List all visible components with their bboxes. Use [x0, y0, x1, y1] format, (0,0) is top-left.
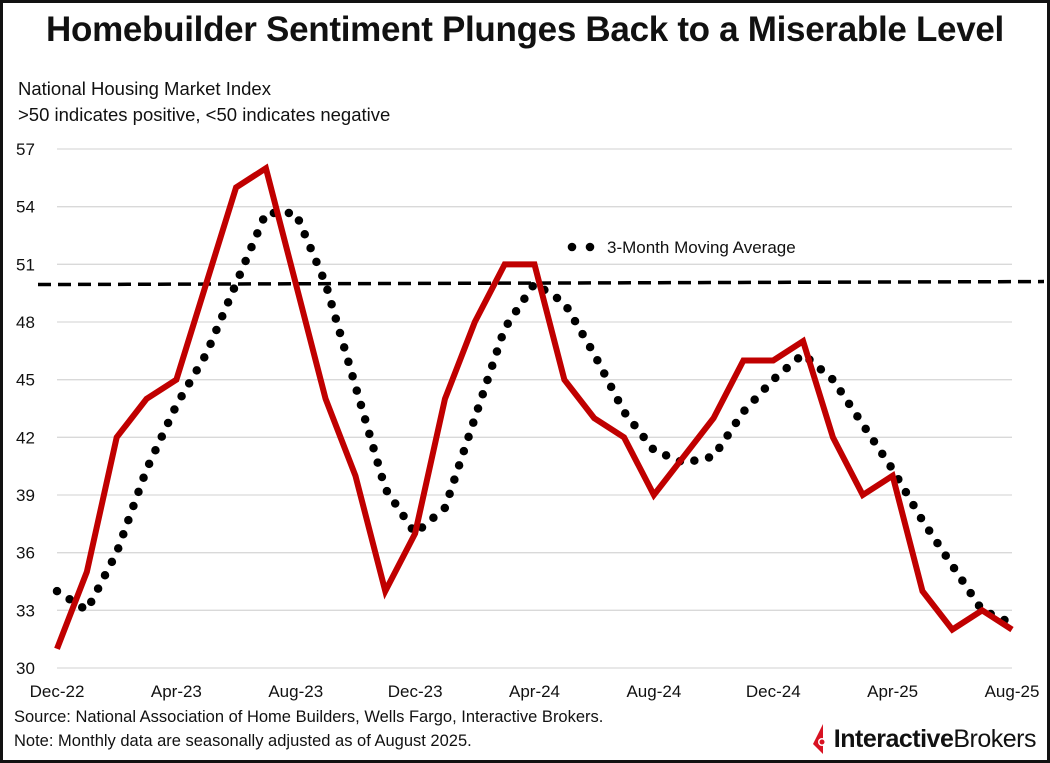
x-tick-label: Apr-25: [867, 682, 918, 701]
data-note: Note: Monthly data are seasonally adjust…: [14, 732, 472, 750]
logo-text-bold: Interactive: [833, 724, 954, 753]
chart-title: Homebuilder Sentiment Plunges Back to a …: [46, 10, 1004, 49]
x-tick-label: Dec-22: [30, 682, 85, 701]
chart-subtitle-threshold: >50 indicates positive, <50 indicates ne…: [18, 104, 391, 125]
x-tick-label: Dec-24: [746, 682, 801, 701]
y-tick-label: 39: [16, 486, 35, 505]
chart-subtitle-index: National Housing Market Index: [18, 78, 271, 99]
x-tick-label: Apr-24: [509, 682, 560, 701]
moving-average-line: [52, 208, 1017, 628]
y-tick-label: 42: [16, 428, 35, 447]
y-tick-label: 48: [16, 313, 35, 332]
ib-logo-icon: [812, 724, 826, 754]
legend-label-moving-average: 3-Month Moving Average: [607, 238, 796, 257]
x-tick-label: Aug-24: [626, 682, 681, 701]
legend-dot: [567, 242, 577, 252]
x-tick-label: Aug-25: [985, 682, 1040, 701]
x-tick-label: Aug-23: [268, 682, 323, 701]
y-tick-label: 30: [16, 659, 35, 678]
y-tick-label: 36: [16, 544, 35, 563]
y-tick-label: 54: [16, 198, 35, 217]
source-note: Source: National Association of Home Bui…: [14, 708, 604, 726]
interactive-brokers-logo: Interactive Brokers: [809, 724, 1036, 754]
y-tick-label: 57: [16, 140, 35, 159]
y-tick-label: 51: [16, 255, 35, 274]
x-tick-label: Apr-23: [151, 682, 202, 701]
y-tick-label: 45: [16, 371, 35, 390]
x-tick-label: Dec-23: [388, 682, 443, 701]
y-tick-label: 33: [16, 601, 35, 620]
housing-market-index-line: [54, 163, 1014, 650]
legend-dot: [585, 242, 595, 252]
logo-text-regular: Brokers: [953, 724, 1036, 753]
